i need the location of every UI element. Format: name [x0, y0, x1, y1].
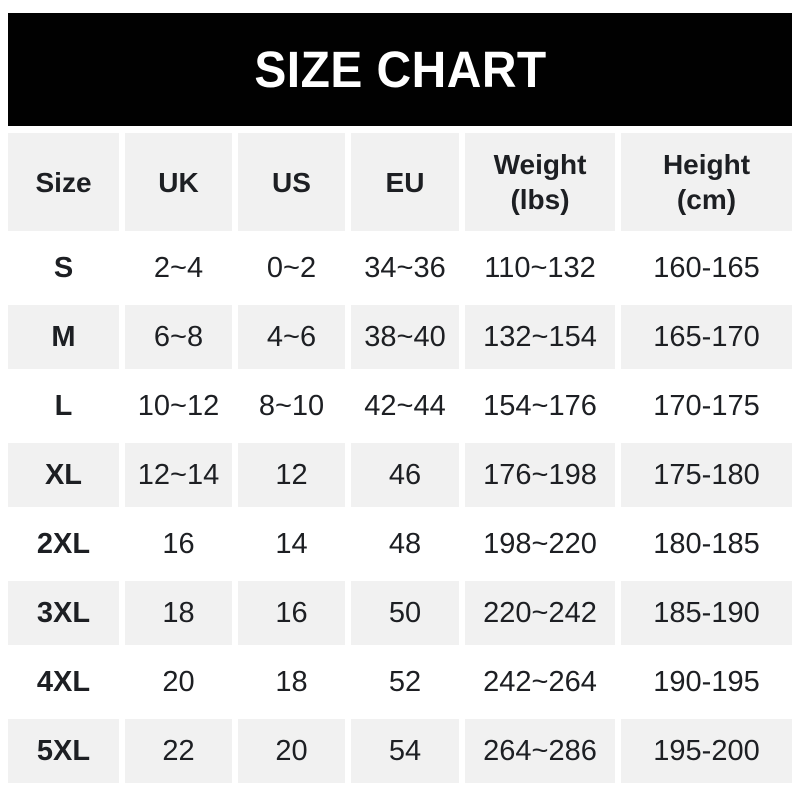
cell-us: 20 — [238, 719, 345, 783]
cell-us: 14 — [238, 512, 345, 576]
cell-size: 5XL — [8, 719, 119, 783]
cell-height: 170-175 — [621, 374, 792, 438]
cell-weight: 154~176 — [465, 374, 615, 438]
cell-size: 2XL — [8, 512, 119, 576]
cell-eu: 54 — [351, 719, 459, 783]
cell-uk: 10~12 — [125, 374, 232, 438]
cell-uk: 12~14 — [125, 443, 232, 507]
cell-weight: 176~198 — [465, 443, 615, 507]
cell-size: XL — [8, 443, 119, 507]
cell-eu: 50 — [351, 581, 459, 645]
cell-eu: 48 — [351, 512, 459, 576]
size-table: Size UK US EU Weight (lbs) Height (cm) S… — [8, 133, 792, 783]
cell-size: 4XL — [8, 650, 119, 714]
cell-us: 12 — [238, 443, 345, 507]
cell-uk: 2~4 — [125, 236, 232, 300]
cell-weight: 198~220 — [465, 512, 615, 576]
cell-weight: 132~154 — [465, 305, 615, 369]
cell-us: 8~10 — [238, 374, 345, 438]
cell-eu: 52 — [351, 650, 459, 714]
cell-size: L — [8, 374, 119, 438]
cell-size: 3XL — [8, 581, 119, 645]
cell-uk: 22 — [125, 719, 232, 783]
cell-height: 180-185 — [621, 512, 792, 576]
cell-us: 0~2 — [238, 236, 345, 300]
cell-height: 195-200 — [621, 719, 792, 783]
cell-eu: 38~40 — [351, 305, 459, 369]
page-title: SIZE CHART — [253, 41, 547, 98]
cell-uk: 16 — [125, 512, 232, 576]
cell-size: M — [8, 305, 119, 369]
cell-us: 18 — [238, 650, 345, 714]
header-cell-uk: UK — [125, 133, 232, 231]
header-cell-weight: Weight (lbs) — [465, 133, 615, 231]
header-cell-size: Size — [8, 133, 119, 231]
cell-eu: 34~36 — [351, 236, 459, 300]
cell-height: 160-165 — [621, 236, 792, 300]
cell-height: 165-170 — [621, 305, 792, 369]
cell-eu: 46 — [351, 443, 459, 507]
cell-eu: 42~44 — [351, 374, 459, 438]
cell-weight: 242~264 — [465, 650, 615, 714]
cell-weight: 264~286 — [465, 719, 615, 783]
cell-uk: 6~8 — [125, 305, 232, 369]
cell-uk: 18 — [125, 581, 232, 645]
cell-us: 4~6 — [238, 305, 345, 369]
cell-height: 175-180 — [621, 443, 792, 507]
title-banner: SIZE CHART — [8, 13, 792, 126]
cell-weight: 220~242 — [465, 581, 615, 645]
cell-height: 190-195 — [621, 650, 792, 714]
cell-size: S — [8, 236, 119, 300]
header-cell-eu: EU — [351, 133, 459, 231]
cell-weight: 110~132 — [465, 236, 615, 300]
cell-uk: 20 — [125, 650, 232, 714]
cell-height: 185-190 — [621, 581, 792, 645]
header-cell-us: US — [238, 133, 345, 231]
cell-us: 16 — [238, 581, 345, 645]
header-cell-height: Height (cm) — [621, 133, 792, 231]
